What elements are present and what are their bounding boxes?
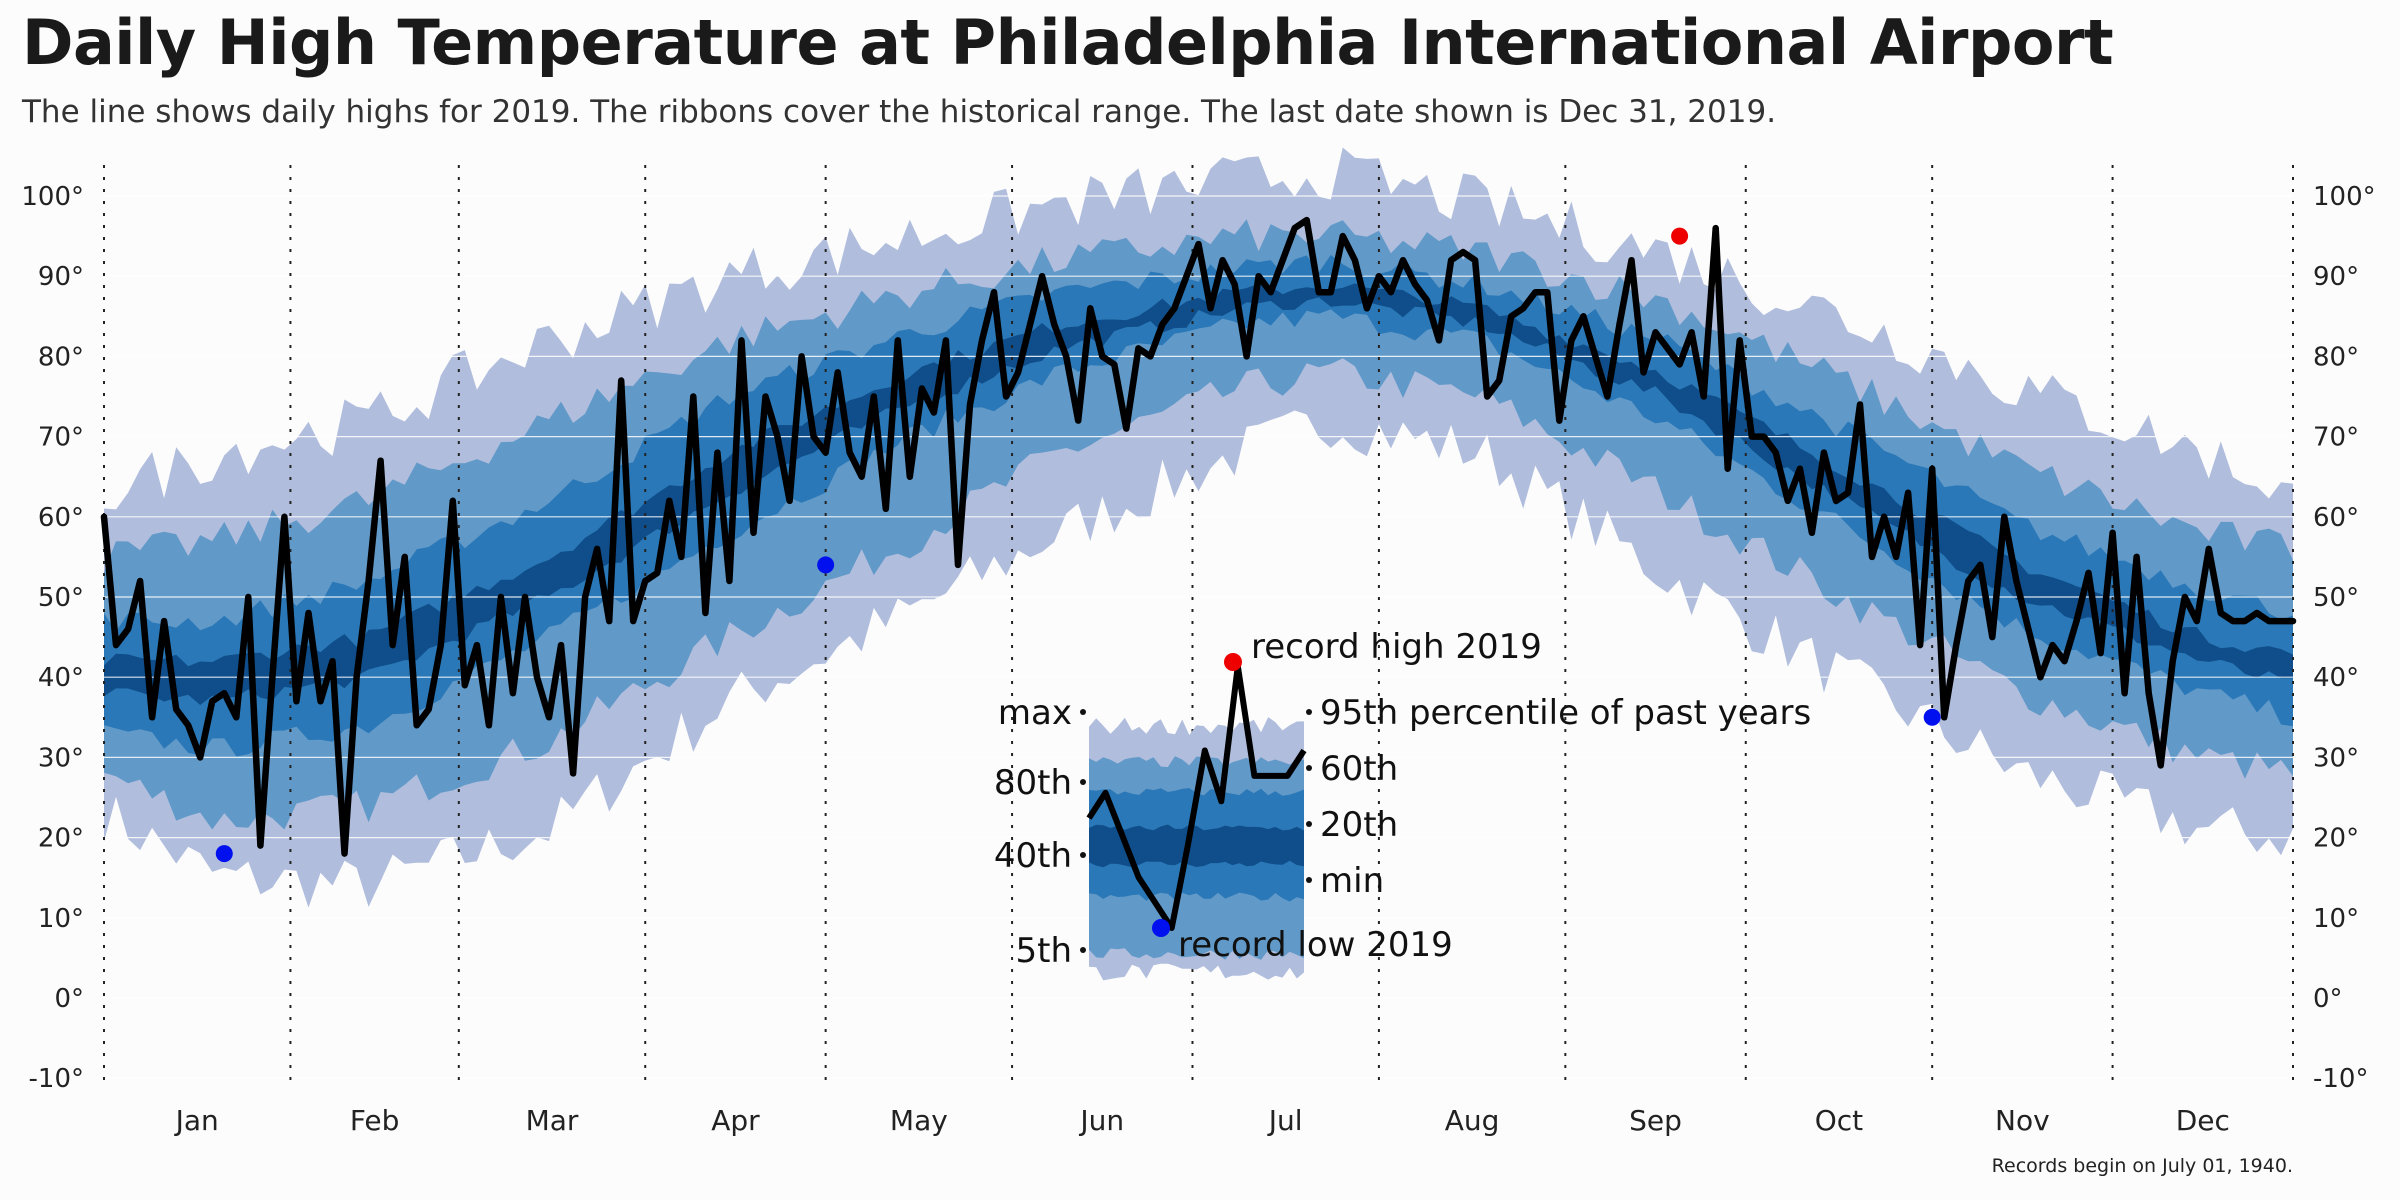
legend-95th-tick — [1306, 709, 1312, 715]
y-tick-label-right: 40° — [2313, 663, 2359, 693]
legend-record-high-label: record high 2019 — [1251, 627, 1542, 667]
legend-max-tick — [1080, 709, 1086, 715]
y-tick-label-right: 60° — [2313, 503, 2359, 533]
x-tick-label: Jul — [1267, 1104, 1303, 1137]
y-axis-left: -10° 0° 10° 20° 30° 40° 50° 60° 70° 80° 90° 100° — [21, 182, 84, 1094]
x-tick-label: Apr — [711, 1104, 760, 1137]
y-tick-label-left: 20° — [38, 824, 84, 854]
y-tick-label-left: -10° — [29, 1064, 84, 1094]
y-tick-label-left: 90° — [38, 262, 84, 292]
x-tick-label: Jun — [1078, 1104, 1124, 1137]
x-tick-label: Jan — [174, 1104, 219, 1137]
y-tick-label-left: 80° — [38, 342, 84, 372]
y-tick-label-left: 70° — [38, 423, 84, 453]
y-tick-label-right: 100° — [2313, 182, 2376, 212]
y-tick-label-right: 10° — [2313, 904, 2359, 934]
x-tick-label: Dec — [2176, 1104, 2230, 1137]
legend-60th-tick — [1306, 765, 1312, 771]
legend-record-high-point — [1224, 653, 1242, 671]
y-tick-label-right: 90° — [2313, 262, 2359, 292]
y-tick-label-right: 0° — [2313, 984, 2343, 1014]
legend-5th-label: 5th — [1015, 931, 1072, 971]
y-tick-label-left: 0° — [54, 984, 84, 1014]
line-2019 — [100, 216, 2297, 857]
x-tick-label: Aug — [1445, 1104, 1500, 1137]
record-low-point — [817, 556, 835, 574]
x-axis: Jan Feb Mar Apr May Jun Jul Aug Sep Oct Nov Dec — [174, 1104, 2230, 1137]
y-axis-right: -10° 0° 10° 20° 30° 40° 50° 60° 70° 80° 90° 100° — [2313, 182, 2376, 1094]
y-tick-label-left: 60° — [38, 503, 84, 533]
legend-bands — [1089, 717, 1304, 981]
record-low-point — [215, 845, 233, 863]
y-tick-label-right: 30° — [2313, 743, 2359, 773]
ribbon-20-80 — [104, 254, 2293, 757]
legend-80th-label: 80th — [994, 763, 1072, 803]
legend-5th-tick — [1080, 947, 1086, 953]
y-tick-label-left: 100° — [21, 182, 84, 212]
y-tick-label-left: 50° — [38, 583, 84, 613]
chart-title: Daily High Temperature at Philadelphia I… — [22, 6, 2114, 79]
x-tick-label: Mar — [526, 1104, 579, 1137]
x-tick-label: May — [890, 1104, 948, 1137]
legend-40th-tick — [1080, 852, 1086, 858]
legend-line — [1086, 663, 1307, 931]
legend-record-low-point — [1152, 919, 1170, 937]
legend-ribbon-40-60 — [1089, 824, 1304, 868]
record-points — [215, 227, 1941, 863]
legend-80th-tick — [1080, 779, 1086, 785]
y-tick-label-right: 80° — [2313, 342, 2359, 372]
record-high-point — [1671, 227, 1689, 245]
legend-max-label: max — [998, 693, 1072, 733]
y-tick-label-left: 30° — [38, 743, 84, 773]
legend-min-label: min — [1320, 861, 1384, 901]
ribbon-40-60 — [104, 283, 2293, 705]
x-tick-label: Nov — [1995, 1104, 2050, 1137]
legend-record-low-label: record low 2019 — [1178, 925, 1453, 965]
chart-caption: Records begin on July 01, 1940. — [1992, 1155, 2293, 1177]
y-tick-label-right: -10° — [2313, 1064, 2368, 1094]
legend-line-2019 — [1086, 663, 1307, 931]
x-tick-label: Sep — [1629, 1104, 1682, 1137]
legend-95th-label: 95th percentile of past years — [1320, 693, 1811, 733]
legend-60th-label: 60th — [1320, 749, 1398, 789]
x-tick-label: Feb — [350, 1104, 400, 1137]
chart-subtitle: The line shows daily highs for 2019. The… — [22, 94, 1777, 130]
y-tick-label-left: 40° — [38, 663, 84, 693]
y-tick-label-right: 70° — [2313, 423, 2359, 453]
legend-40th-label: 40th — [994, 836, 1072, 876]
legend: record high 2019 record low 2019 max 80t… — [994, 627, 1811, 981]
record-low-point — [1923, 708, 1941, 726]
y-tick-label-left: 10° — [38, 904, 84, 934]
legend-20th-label: 20th — [1320, 805, 1398, 845]
legend-min-tick — [1306, 877, 1312, 883]
y-tick-label-right: 20° — [2313, 824, 2359, 854]
y-tick-label-right: 50° — [2313, 583, 2359, 613]
x-tick-label: Oct — [1815, 1104, 1863, 1137]
line-2019-layer — [100, 216, 2297, 857]
legend-20th-tick — [1306, 821, 1312, 827]
